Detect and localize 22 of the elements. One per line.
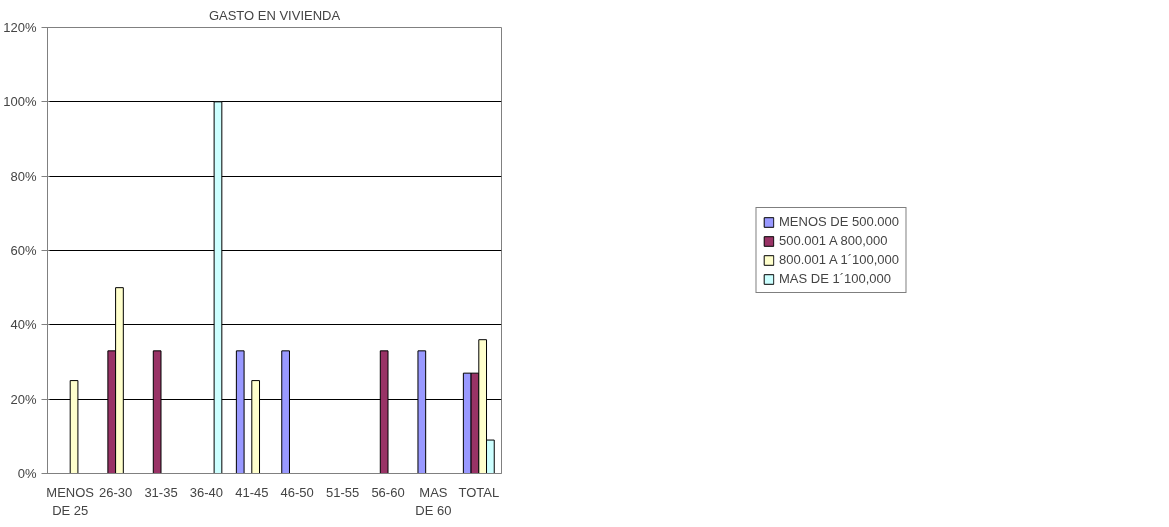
x-tick-label: MENOS DE 25: [46, 484, 95, 518]
x-tick-label: 56-60: [371, 484, 405, 500]
y-tick-label: 60%: [10, 243, 37, 258]
x-tick-label: TOTAL: [458, 484, 500, 500]
y-tick-label: 40%: [10, 317, 37, 333]
legend-label: MENOS DE 500.000: [778, 214, 899, 229]
y-tick-label: 0%: [17, 466, 37, 481]
x-tick-label: 41-45: [235, 484, 269, 500]
y-tick-label: 20%: [10, 391, 37, 407]
chart-title: GASTO EN VIVIENDA: [208, 7, 341, 23]
legend-label: 500.001 A 800,000: [778, 233, 888, 248]
y-tick-label: 120%: [3, 20, 37, 35]
x-tick-label: 31-35: [144, 484, 178, 500]
x-tick-label: 46-50: [280, 484, 314, 500]
x-tick-label: 51-55: [325, 484, 360, 500]
y-tick-label: 80%: [10, 168, 37, 184]
y-tick-label: 100%: [3, 94, 37, 110]
legend-label: MAS DE 1´100,000: [778, 271, 892, 286]
legend-label: 800.001 A 1´100,000: [778, 252, 900, 267]
x-tick-label: 26-30: [98, 484, 133, 500]
x-tick-label: MAS DE 60: [415, 484, 452, 518]
x-tick-label: 36-40: [189, 484, 224, 500]
